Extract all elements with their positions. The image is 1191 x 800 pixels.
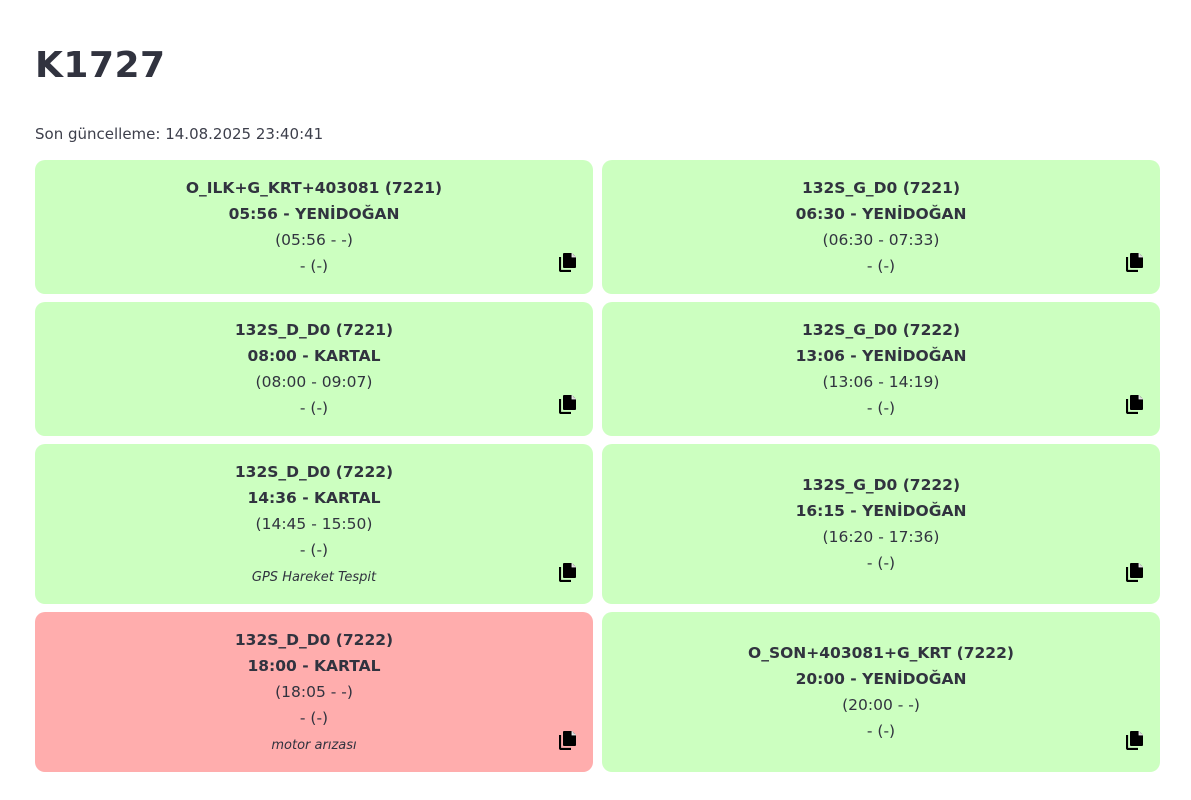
copy-icon[interactable] [559, 252, 577, 272]
trip-card: 132S_G_D0 (7221) 06:30 - YENİDOĞAN (06:3… [602, 160, 1160, 294]
trip-departure: 13:06 - YENİDOĞAN [795, 347, 967, 365]
trip-route: 132S_D_D0 (7222) [234, 631, 394, 649]
copy-icon[interactable] [559, 730, 577, 750]
trip-card: 132S_D_D0 (7221) 08:00 - KARTAL (08:00 -… [35, 302, 593, 436]
trip-route: 132S_G_D0 (7222) [801, 321, 961, 339]
trip-route: O_ILK+G_KRT+403081 (7221) [185, 179, 443, 197]
trip-actual-times: (13:06 - 14:19) [822, 373, 940, 391]
trip-departure: 16:15 - YENİDOĞAN [795, 502, 967, 520]
trip-extra-info: - (-) [866, 257, 896, 275]
trip-actual-times: (20:00 - -) [842, 696, 920, 714]
trip-actual-times: (06:30 - 07:33) [822, 231, 940, 249]
trip-departure: 20:00 - YENİDOĞAN [795, 670, 967, 688]
page-title: K1727 [35, 45, 166, 86]
trip-extra-info: - (-) [299, 709, 329, 727]
trip-extra-info: - (-) [866, 399, 896, 417]
trip-actual-times: (05:56 - -) [275, 231, 353, 249]
trip-extra-info: - (-) [866, 554, 896, 572]
copy-icon[interactable] [559, 562, 577, 582]
trip-route: O_SON+403081+G_KRT (7222) [748, 644, 1014, 662]
trip-route: 132S_G_D0 (7221) [801, 179, 961, 197]
trip-card: 132S_D_D0 (7222) 18:00 - KARTAL (18:05 -… [35, 612, 593, 772]
trip-note: GPS Hareket Tespit [251, 570, 377, 585]
copy-icon[interactable] [1126, 252, 1144, 272]
trip-card: 132S_G_D0 (7222) 16:15 - YENİDOĞAN (16:2… [602, 444, 1160, 604]
copy-icon[interactable] [1126, 394, 1144, 414]
trip-card: O_SON+403081+G_KRT (7222) 20:00 - YENİDO… [602, 612, 1160, 772]
trip-actual-times: (14:45 - 15:50) [255, 515, 373, 533]
trip-extra-info: - (-) [866, 722, 896, 740]
trip-route: 132S_G_D0 (7222) [801, 476, 961, 494]
trip-extra-info: - (-) [299, 257, 329, 275]
trip-route: 132S_D_D0 (7222) [234, 463, 394, 481]
trip-actual-times: (08:00 - 09:07) [255, 373, 373, 391]
trip-card: O_ILK+G_KRT+403081 (7221) 05:56 - YENİDO… [35, 160, 593, 294]
trip-card: 132S_D_D0 (7222) 14:36 - KARTAL (14:45 -… [35, 444, 593, 604]
trip-card: 132S_G_D0 (7222) 13:06 - YENİDOĞAN (13:0… [602, 302, 1160, 436]
trip-departure: 06:30 - YENİDOĞAN [795, 205, 967, 223]
trip-departure: 14:36 - KARTAL [247, 489, 381, 507]
trip-route: 132S_D_D0 (7221) [234, 321, 394, 339]
trip-extra-info: - (-) [299, 399, 329, 417]
copy-icon[interactable] [559, 394, 577, 414]
trip-extra-info: - (-) [299, 541, 329, 559]
copy-icon[interactable] [1126, 562, 1144, 582]
trip-departure: 05:56 - YENİDOĞAN [228, 205, 400, 223]
trip-departure: 18:00 - KARTAL [247, 657, 381, 675]
last-update-text: Son güncelleme: 14.08.2025 23:40:41 [35, 125, 324, 143]
copy-icon[interactable] [1126, 730, 1144, 750]
trip-departure: 08:00 - KARTAL [247, 347, 381, 365]
trip-card-grid: O_ILK+G_KRT+403081 (7221) 05:56 - YENİDO… [35, 160, 1160, 772]
trip-note: motor arızası [271, 738, 357, 753]
trip-actual-times: (18:05 - -) [275, 683, 353, 701]
trip-actual-times: (16:20 - 17:36) [822, 528, 940, 546]
